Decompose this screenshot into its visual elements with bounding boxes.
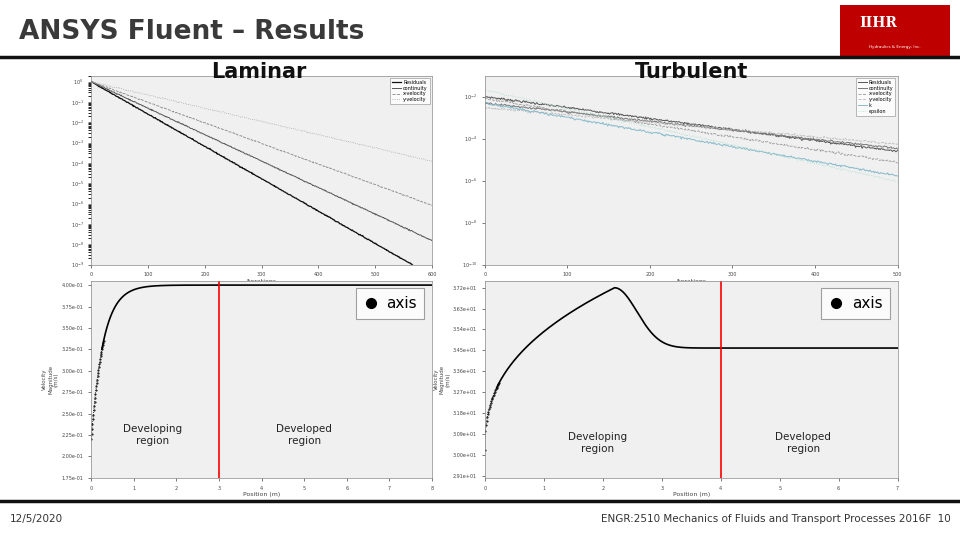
Text: Hydraulics & Energy, Inc.: Hydraulics & Energy, Inc. (870, 45, 921, 50)
Legend: axis: axis (821, 288, 890, 319)
Text: Developing
region: Developing region (568, 433, 628, 454)
Text: Developing
region: Developing region (123, 424, 182, 446)
Text: Developed
region: Developed region (276, 424, 332, 446)
Text: Developed
region: Developed region (776, 433, 831, 454)
Text: ANSYS Fluent – Results: ANSYS Fluent – Results (19, 19, 365, 45)
X-axis label: Position (m): Position (m) (243, 492, 280, 497)
Legend: Residuals, continuity, x-velocity, y-velocity: Residuals, continuity, x-velocity, y-vel… (391, 78, 429, 104)
Y-axis label: Velocity
Magnitude
(m/s): Velocity Magnitude (m/s) (42, 365, 59, 394)
Text: Laminar: Laminar (211, 62, 307, 82)
Text: ENGR:2510 Mechanics of Fluids and Transport Processes 2016F  10: ENGR:2510 Mechanics of Fluids and Transp… (601, 515, 950, 524)
Legend: Residuals, continuity, x-velocity, y-velocity, k, epsilon: Residuals, continuity, x-velocity, y-vel… (856, 78, 895, 116)
Text: IIHR: IIHR (860, 16, 898, 30)
Text: 12/5/2020: 12/5/2020 (10, 515, 62, 524)
Text: Turbulent: Turbulent (635, 62, 748, 82)
Legend: axis: axis (355, 288, 424, 319)
X-axis label: Iterations: Iterations (676, 279, 707, 284)
Y-axis label: Velocity
Magnitude
(m/s): Velocity Magnitude (m/s) (434, 365, 450, 394)
X-axis label: Position (m): Position (m) (673, 492, 709, 497)
X-axis label: Iterations: Iterations (247, 279, 276, 284)
